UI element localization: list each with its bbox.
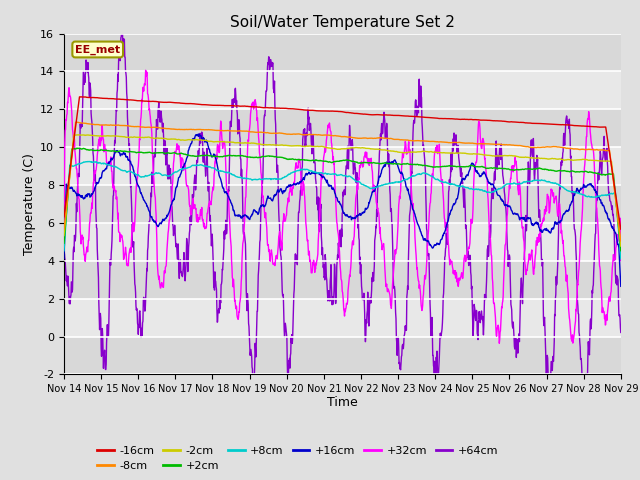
Legend: -16cm, -8cm, -2cm, +2cm, +8cm, +16cm, +32cm, +64cm: -16cm, -8cm, -2cm, +2cm, +8cm, +16cm, +3… [93, 441, 503, 476]
Bar [64, 336, 621, 374]
Bar [64, 185, 621, 223]
Bar [64, 72, 621, 109]
Bar [64, 223, 621, 261]
Bar [64, 299, 621, 336]
Text: EE_met: EE_met [75, 44, 120, 55]
Bar [64, 261, 621, 299]
Bar [64, 34, 621, 72]
X-axis label: Time: Time [327, 396, 358, 408]
Y-axis label: Temperature (C): Temperature (C) [23, 153, 36, 255]
Bar [64, 109, 621, 147]
Bar [64, 147, 621, 185]
Title: Soil/Water Temperature Set 2: Soil/Water Temperature Set 2 [230, 15, 455, 30]
